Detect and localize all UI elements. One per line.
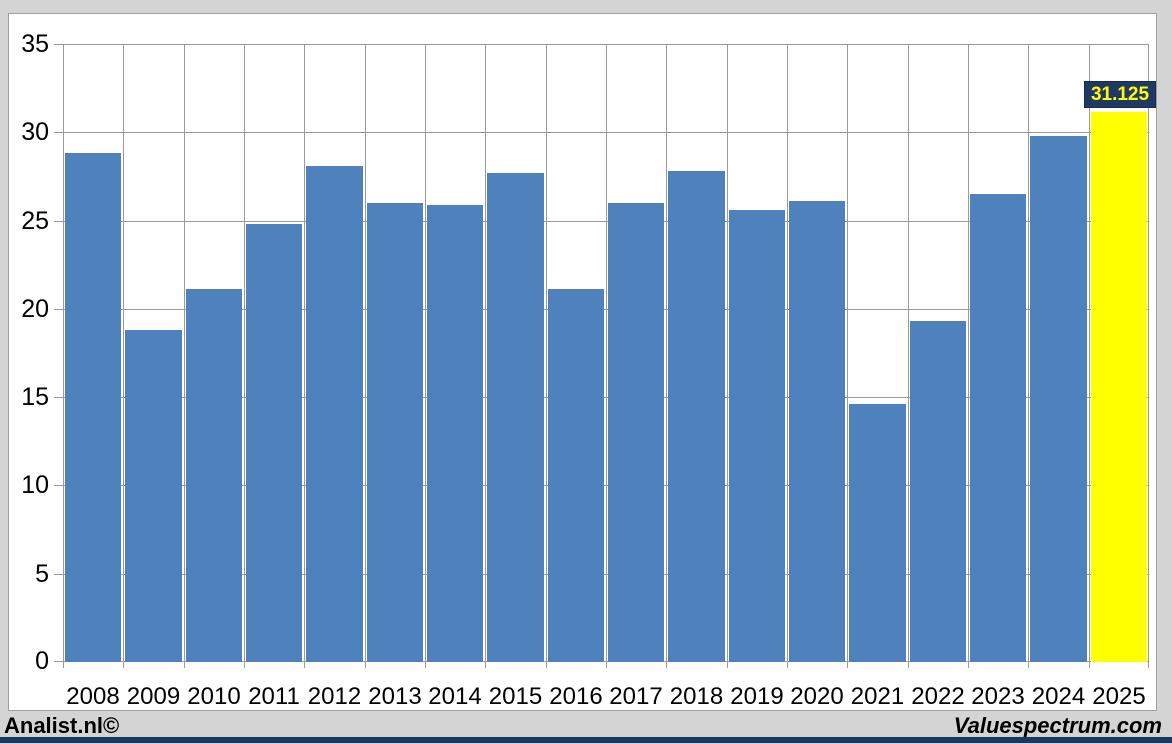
y-axis-label-35: 35 — [21, 30, 49, 58]
bar-2020 — [789, 201, 845, 662]
ytick-5 — [54, 574, 63, 575]
footer-accent-strip — [0, 737, 1172, 743]
xtick-6 — [425, 662, 426, 668]
ytick-30 — [54, 132, 63, 133]
x-axis-label-2023: 2023 — [971, 683, 1025, 710]
x-axis-label-2021: 2021 — [850, 683, 905, 710]
x-axis-label-2012: 2012 — [307, 683, 362, 710]
gridline-x-15 — [968, 44, 969, 662]
gridline-x-9 — [606, 44, 607, 662]
gridline-x-17 — [1089, 44, 1090, 662]
gridline-x-0 — [63, 44, 64, 662]
x-axis-label-2025: 2025 — [1092, 683, 1146, 710]
xtick-3 — [244, 662, 245, 668]
bar-2021 — [849, 404, 906, 662]
bar-2023 — [970, 194, 1026, 662]
xtick-11 — [727, 662, 728, 668]
gridline-x-1 — [123, 44, 124, 662]
x-axis-label-2017: 2017 — [609, 683, 663, 710]
y-axis-label-25: 25 — [21, 207, 49, 235]
y-axis-label-30: 30 — [21, 118, 49, 146]
gridline-x-3 — [244, 44, 245, 662]
ytick-20 — [54, 309, 63, 310]
bar-2010 — [186, 289, 242, 662]
gridline-x-5 — [365, 44, 366, 662]
xtick-14 — [908, 662, 909, 668]
bar-2009 — [125, 330, 182, 662]
bar-2017 — [608, 203, 664, 662]
xtick-5 — [365, 662, 366, 668]
x-axis-label-2016: 2016 — [549, 683, 603, 710]
gridline-x-6 — [425, 44, 426, 662]
xtick-1 — [123, 662, 124, 668]
xtick-10 — [666, 662, 667, 668]
xtick-15 — [968, 662, 969, 668]
bar-2013 — [367, 203, 423, 662]
ytick-0 — [54, 661, 63, 662]
xtick-7 — [485, 662, 486, 668]
x-axis-label-2018: 2018 — [669, 683, 724, 710]
gridline-x-14 — [908, 44, 909, 662]
gridline-x-11 — [727, 44, 728, 662]
bar-2025 — [1091, 112, 1147, 662]
gridline-x-4 — [304, 44, 305, 662]
gridline-x-2 — [184, 44, 185, 662]
x-axis-label-2015: 2015 — [488, 683, 543, 710]
value-callout: 31.125 — [1084, 81, 1156, 108]
x-axis-label-2011: 2011 — [248, 683, 300, 710]
gridline-x-12 — [787, 44, 788, 662]
gridline-x-10 — [666, 44, 667, 662]
xtick-16 — [1028, 662, 1029, 668]
gridline-x-16 — [1028, 44, 1029, 662]
bar-2016 — [548, 289, 604, 662]
x-axis-label-2009: 2009 — [126, 683, 181, 710]
xtick-4 — [304, 662, 305, 668]
bar-2015 — [487, 173, 544, 662]
x-axis-label-2010: 2010 — [187, 683, 241, 710]
x-axis-label-2020: 2020 — [790, 683, 844, 710]
bar-2019 — [729, 210, 785, 662]
x-axis-label-2024: 2024 — [1031, 683, 1086, 710]
bar-2014 — [427, 205, 483, 662]
xtick-9 — [606, 662, 607, 668]
xtick-17 — [1089, 662, 1090, 668]
x-axis-label-2008: 2008 — [66, 683, 120, 710]
bar-2011 — [246, 224, 302, 662]
xtick-2 — [184, 662, 185, 668]
plot-area: 31.125 — [63, 44, 1156, 662]
xtick-13 — [847, 662, 848, 668]
footer-brand-analist: Analist.nl© — [4, 713, 120, 738]
bar-2024 — [1030, 136, 1087, 662]
x-axis-label-2014: 2014 — [428, 683, 482, 710]
gridline-x-7 — [485, 44, 486, 662]
ytick-15 — [54, 397, 63, 398]
gridline-x-8 — [546, 44, 547, 662]
bar-2022 — [910, 321, 966, 662]
ytick-10 — [54, 485, 63, 486]
y-axis-label-20: 20 — [21, 295, 49, 323]
y-axis-label-10: 10 — [21, 471, 49, 499]
gridline-x-13 — [847, 44, 848, 662]
xtick-0 — [63, 662, 64, 668]
footer: Analist.nl© Valuespectrum.com — [0, 711, 1172, 744]
bar-2012 — [306, 166, 363, 662]
y-axis-label-15: 15 — [21, 383, 49, 411]
x-axis-label-2013: 2013 — [368, 683, 422, 710]
xtick-12 — [787, 662, 788, 668]
ytick-25 — [54, 221, 63, 222]
x-axis-label-2022: 2022 — [911, 683, 965, 710]
footer-brand-valuespectrum: Valuespectrum.com — [953, 713, 1162, 738]
bar-2018 — [668, 171, 725, 662]
ytick-35 — [54, 44, 63, 45]
x-axis-label-2019: 2019 — [730, 683, 784, 710]
y-axis-label-5: 5 — [35, 560, 49, 588]
xtick-18 — [1148, 662, 1149, 668]
chart-panel: 31.125 0 5 10 15 20 25 30 35 2008 2009 2010 2011 201… — [8, 13, 1157, 711]
y-axis-label-0: 0 — [35, 647, 49, 675]
xtick-8 — [546, 662, 547, 668]
gridline-x-18 — [1148, 44, 1149, 662]
bar-2008 — [65, 153, 121, 662]
